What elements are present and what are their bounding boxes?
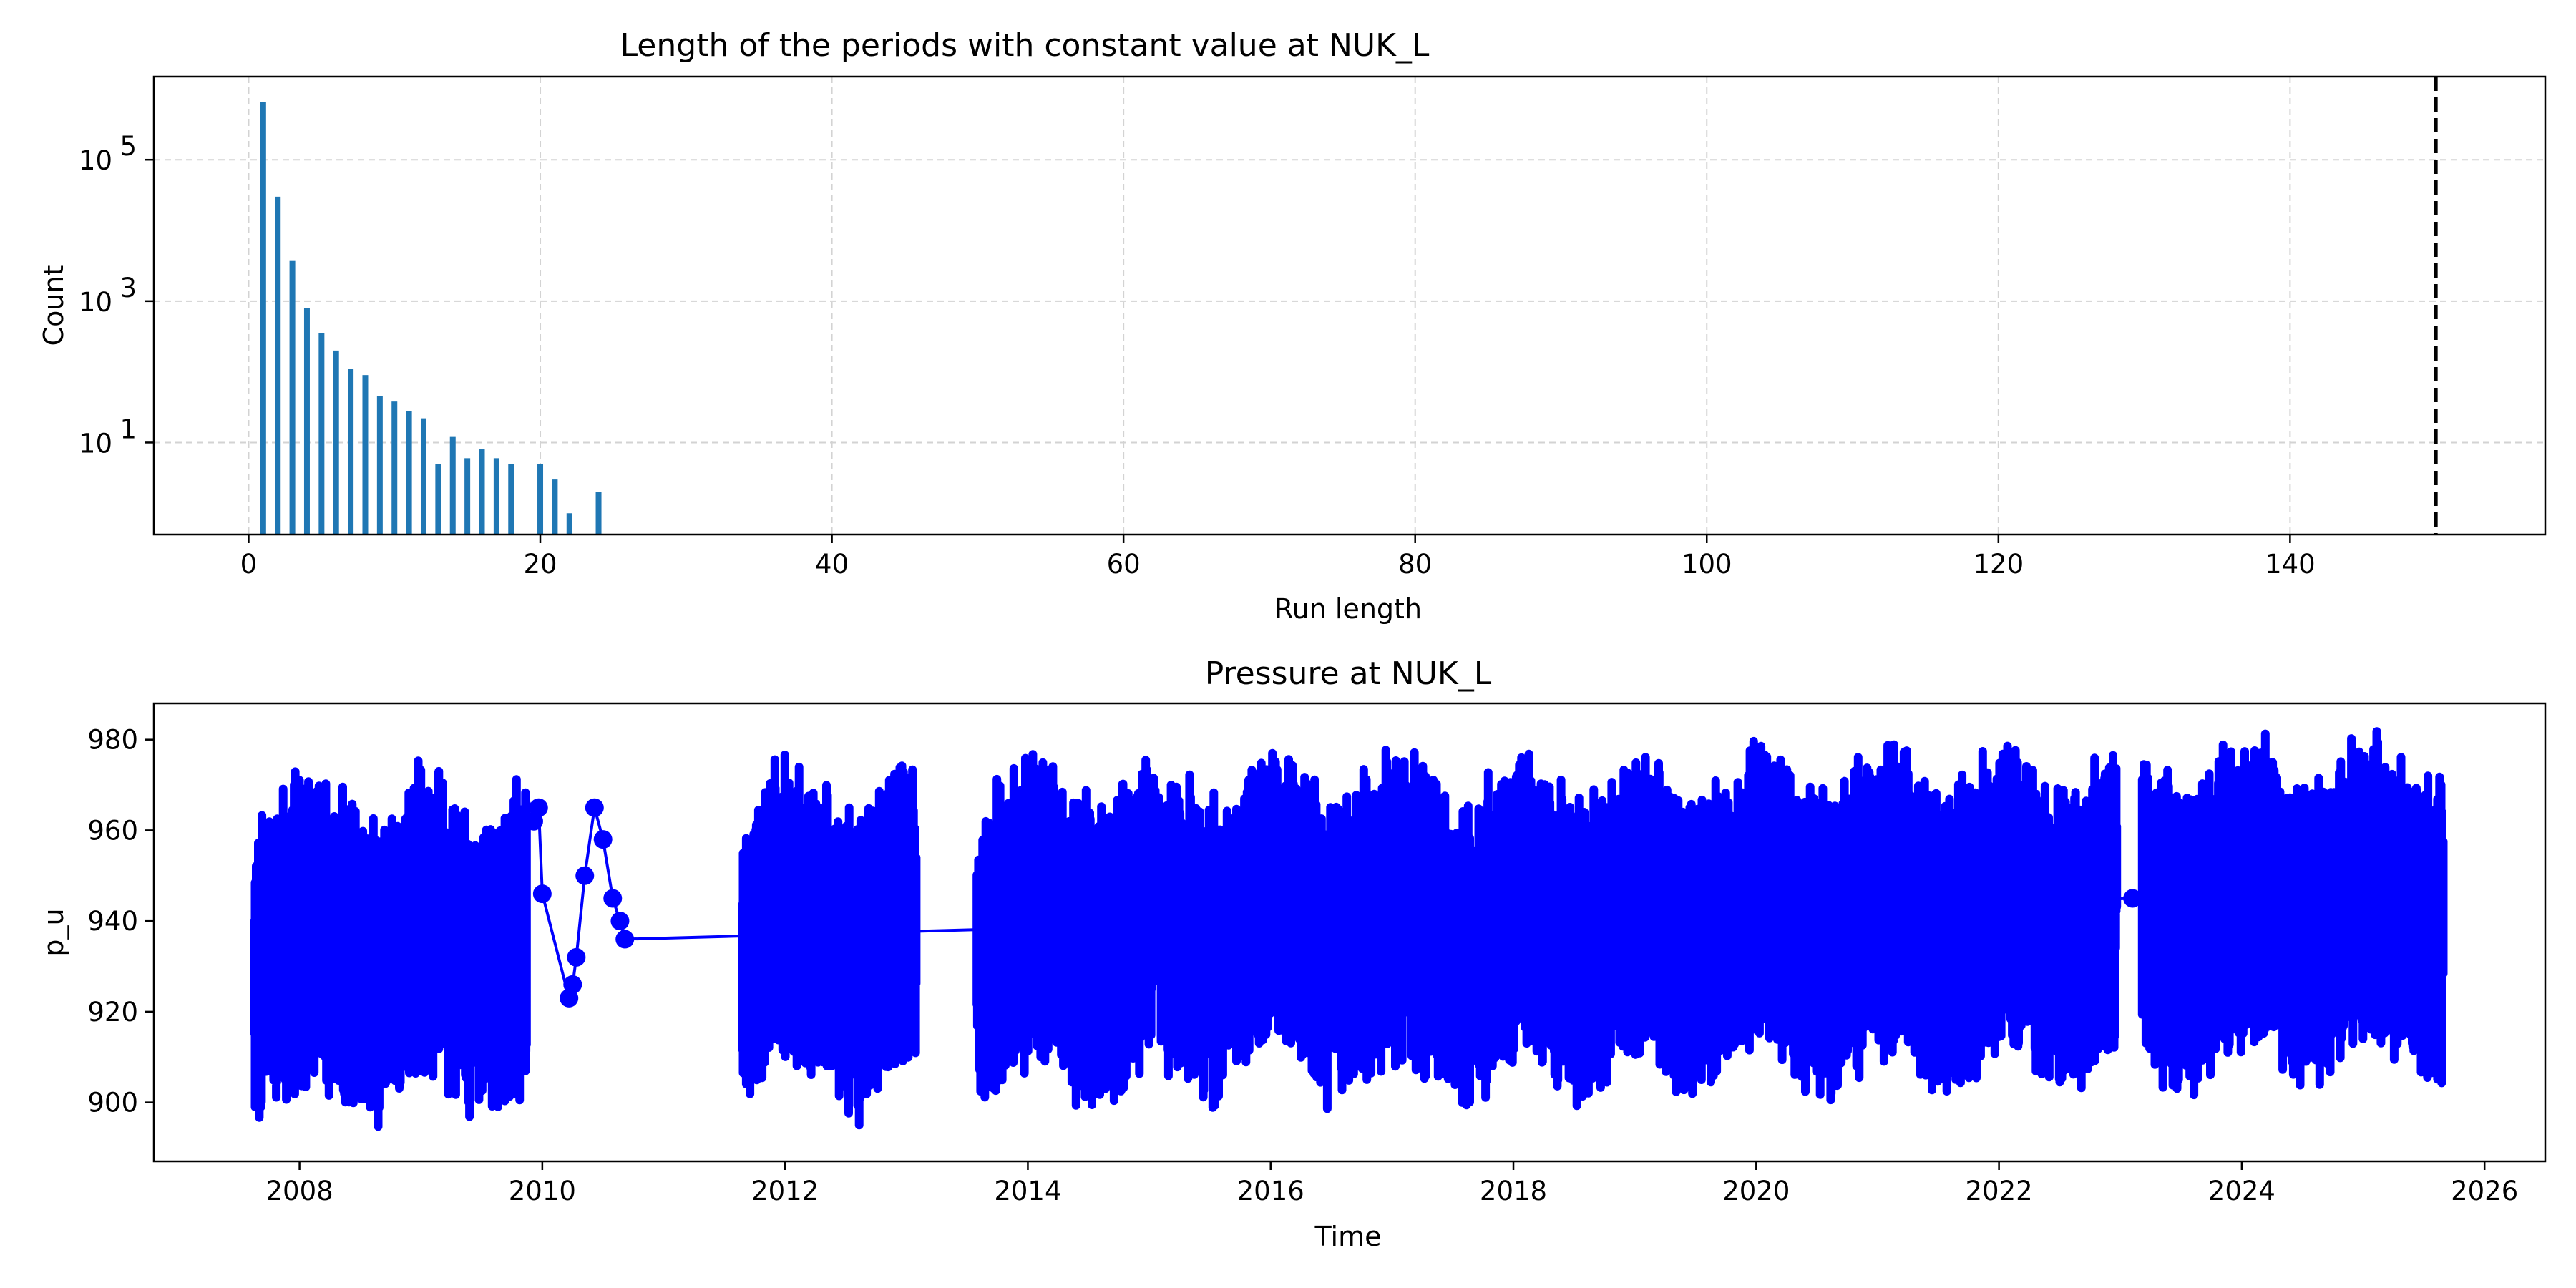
pressure-y-tick-label: 900: [87, 1088, 138, 1118]
pressure-y-tick-label: 980: [87, 725, 138, 756]
histogram-x-label: Run length: [1274, 593, 1422, 625]
histogram-x-tick-label: 0: [240, 549, 258, 580]
pressure-y-ticks: 900 920 940 960 980: [87, 725, 154, 1118]
histogram-y-tick-exponent: 3: [119, 273, 137, 303]
pressure-x-tick-label: 2014: [994, 1176, 1061, 1206]
histogram-y-tick-exponent: 1: [119, 414, 137, 444]
histogram-y-tick-label: 10: [79, 428, 112, 459]
pressure-y-tick-label: 940: [87, 906, 138, 937]
pressure-series: [972, 736, 2122, 1113]
histogram-bar: [552, 479, 558, 535]
histogram-x-tick-label: 40: [815, 549, 849, 580]
histogram-bar: [348, 369, 354, 535]
pressure-x-tick-label: 2018: [1480, 1176, 1547, 1206]
pressure-x-tick-label: 2024: [2208, 1176, 2275, 1206]
pressure-x-tick-label: 2008: [265, 1176, 333, 1206]
histogram-bar: [391, 401, 398, 535]
histogram-bar: [493, 458, 499, 535]
pressure-title: Pressure at NUK_L: [1205, 655, 1492, 692]
pressure-y-label: p_u: [38, 908, 69, 956]
histogram-bar: [449, 436, 456, 535]
pressure-y-tick-label: 920: [87, 997, 138, 1028]
pressure-x-tick-label: 2010: [509, 1176, 576, 1206]
pressure-point: [2123, 889, 2142, 908]
histogram-bar: [333, 350, 339, 535]
pressure-x-tick-label: 2022: [1966, 1176, 2033, 1206]
histogram-bar: [508, 464, 514, 535]
histogram-x-tick-label: 120: [1974, 549, 2024, 580]
histogram-x-tick-label: 80: [1398, 549, 1432, 580]
histogram-grid: [154, 77, 2545, 535]
histogram-y-tick-label: 10: [79, 287, 112, 318]
histogram-bar: [362, 375, 369, 535]
histogram-y-tick-exponent: 5: [119, 131, 137, 162]
histogram-x-tick-label: 140: [2265, 549, 2316, 580]
histogram-frame: [152, 75, 2547, 536]
histogram-bar: [303, 308, 310, 535]
pressure-series: [250, 756, 531, 1131]
histogram-bar: [420, 418, 426, 535]
pressure-series: [2137, 727, 2448, 1100]
pressure-x-ticks: 2008 2010 2012 2014 2016 2018 2020 2022 2024 2026: [265, 1161, 2518, 1206]
pressure-x-label: Time: [1314, 1221, 1382, 1252]
pressure-x-tick-label: 2012: [751, 1176, 819, 1206]
run-length-histogram: Length of the periods with constant valu…: [38, 27, 2547, 625]
histogram-title: Length of the periods with constant valu…: [620, 27, 1430, 64]
histogram-y-tick-label: 10: [79, 145, 112, 176]
histogram-bar: [537, 464, 544, 535]
pressure-series: [738, 751, 921, 1130]
pressure-timeseries: Pressure at NUK_L 2008 2010 2012 2014 2016 20…: [38, 655, 2547, 1252]
histogram-bar: [406, 411, 412, 535]
histogram-x-ticks: 0 20 40 60 80 100 120 140: [240, 535, 2316, 580]
histogram-bar: [318, 333, 325, 535]
histogram-bar: [566, 513, 572, 535]
histogram-x-tick-label: 100: [1682, 549, 1732, 580]
histogram-y-label: Count: [38, 265, 69, 346]
pressure-y-tick-label: 960: [87, 815, 138, 846]
histogram-x-tick-label: 20: [523, 549, 557, 580]
histogram-x-tick-label: 60: [1107, 549, 1141, 580]
histogram-bar: [289, 260, 296, 535]
histogram-bar: [260, 102, 266, 535]
histogram-bar: [376, 396, 383, 535]
pressure-frame: [152, 702, 2547, 1163]
pressure-x-tick-label: 2016: [1237, 1176, 1304, 1206]
histogram-bar: [464, 458, 471, 535]
pressure-x-tick-label: 2026: [2451, 1176, 2518, 1206]
histogram-bar: [435, 464, 441, 535]
pressure-connector: [532, 807, 2133, 1004]
histogram-bar: [595, 492, 602, 535]
histogram-bars: [260, 102, 602, 535]
pressure-points: [250, 727, 2448, 1131]
histogram-bar: [479, 449, 485, 535]
pressure-x-tick-label: 2020: [1722, 1176, 1790, 1206]
histogram-bar: [275, 196, 281, 535]
